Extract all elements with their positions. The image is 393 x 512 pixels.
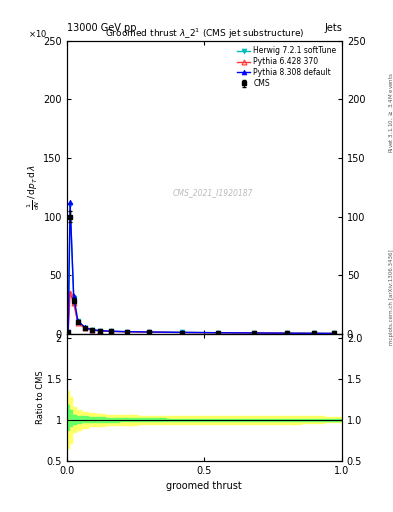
Herwig 7.2.1 softTune	[108, 328, 113, 334]
Pythia 6.428 370	[180, 329, 185, 335]
Pythia 6.428 370	[72, 300, 76, 306]
Herwig 7.2.1 softTune	[216, 330, 220, 336]
Pythia 6.428 370	[75, 320, 80, 326]
Herwig 7.2.1 softTune	[83, 325, 87, 331]
Pythia 8.308 default	[97, 328, 102, 334]
Legend: Herwig 7.2.1 softTune, Pythia 6.428 370, Pythia 8.308 default, CMS: Herwig 7.2.1 softTune, Pythia 6.428 370,…	[235, 45, 338, 90]
Pythia 6.428 370	[312, 330, 317, 336]
Pythia 6.428 370	[66, 329, 71, 335]
Pythia 6.428 370	[331, 330, 336, 336]
Pythia 8.308 default	[83, 324, 87, 330]
Pythia 6.428 370	[89, 327, 94, 333]
Pythia 8.308 default	[252, 330, 256, 336]
Pythia 8.308 default	[108, 328, 113, 334]
Herwig 7.2.1 softTune	[312, 330, 317, 336]
Herwig 7.2.1 softTune	[66, 329, 71, 335]
Herwig 7.2.1 softTune	[89, 327, 94, 333]
Pythia 6.428 370	[125, 329, 130, 335]
Herwig 7.2.1 softTune	[180, 329, 185, 335]
Pythia 8.308 default	[72, 293, 76, 299]
Line: Herwig 7.2.1 softTune: Herwig 7.2.1 softTune	[66, 202, 336, 336]
Herwig 7.2.1 softTune	[285, 330, 289, 336]
Line: Pythia 6.428 370: Pythia 6.428 370	[66, 290, 336, 336]
X-axis label: groomed thrust: groomed thrust	[167, 481, 242, 491]
Pythia 8.308 default	[89, 327, 94, 333]
Pythia 8.308 default	[285, 330, 289, 336]
Y-axis label: $\frac{1}{\mathrm{d}N}\,/\,\mathrm{d}p_T\,\mathrm{d}\,\lambda$: $\frac{1}{\mathrm{d}N}\,/\,\mathrm{d}p_T…	[25, 164, 42, 210]
Text: CMS_2021_I1920187: CMS_2021_I1920187	[173, 188, 253, 198]
Pythia 8.308 default	[125, 329, 130, 335]
Pythia 6.428 370	[252, 330, 256, 336]
Text: Rivet 3.1.10, $\geq$ 3.4M events: Rivet 3.1.10, $\geq$ 3.4M events	[387, 72, 393, 153]
Pythia 6.428 370	[216, 330, 220, 336]
Herwig 7.2.1 softTune	[75, 318, 80, 325]
Herwig 7.2.1 softTune	[125, 329, 130, 335]
Title: Groomed thrust $\lambda\_2^1$ (CMS jet substructure): Groomed thrust $\lambda\_2^1$ (CMS jet s…	[105, 27, 304, 41]
Pythia 8.308 default	[147, 329, 152, 335]
Text: mcplots.cern.ch [arXiv:1306.3436]: mcplots.cern.ch [arXiv:1306.3436]	[389, 249, 393, 345]
Herwig 7.2.1 softTune	[68, 202, 72, 208]
Herwig 7.2.1 softTune	[97, 328, 102, 334]
Text: $\times 10$: $\times 10$	[28, 29, 47, 39]
Text: 13000 GeV pp: 13000 GeV pp	[67, 23, 136, 33]
Pythia 6.428 370	[108, 328, 113, 334]
Herwig 7.2.1 softTune	[72, 295, 76, 302]
Text: Jets: Jets	[324, 23, 342, 33]
Pythia 6.428 370	[97, 328, 102, 334]
Herwig 7.2.1 softTune	[252, 330, 256, 336]
Pythia 8.308 default	[180, 329, 185, 335]
Pythia 8.308 default	[216, 330, 220, 336]
Pythia 8.308 default	[75, 317, 80, 324]
Herwig 7.2.1 softTune	[331, 330, 336, 336]
Pythia 6.428 370	[68, 290, 72, 296]
Y-axis label: Ratio to CMS: Ratio to CMS	[36, 370, 45, 424]
Pythia 6.428 370	[147, 329, 152, 335]
Pythia 6.428 370	[285, 330, 289, 336]
Pythia 8.308 default	[331, 330, 336, 336]
Pythia 6.428 370	[83, 325, 87, 331]
Pythia 8.308 default	[312, 330, 317, 336]
Pythia 8.308 default	[68, 199, 72, 205]
Line: Pythia 8.308 default: Pythia 8.308 default	[66, 200, 336, 336]
Herwig 7.2.1 softTune	[147, 329, 152, 335]
Pythia 8.308 default	[66, 329, 71, 335]
